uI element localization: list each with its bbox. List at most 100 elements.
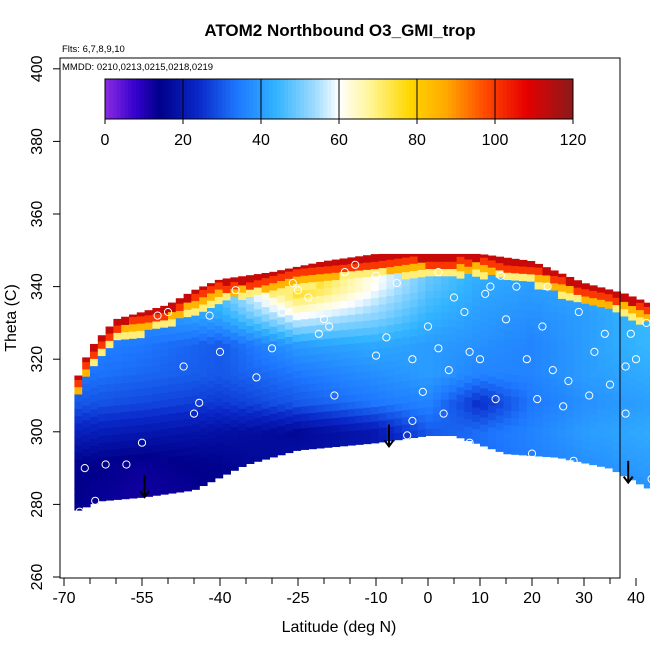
heatmap-cell	[339, 307, 348, 316]
heatmap-cell	[300, 304, 309, 312]
heatmap-cell	[261, 371, 270, 380]
heatmap-cell	[253, 395, 263, 404]
heatmap-cell	[542, 449, 551, 457]
colorbar-cell	[483, 79, 488, 119]
heatmap-cell	[316, 295, 325, 304]
heatmap-cell	[285, 292, 294, 301]
heatmap-cell	[214, 347, 224, 355]
heatmap-cell	[511, 272, 520, 281]
heatmap-cell	[511, 294, 520, 303]
heatmap-cell	[355, 262, 364, 271]
heatmap-cell	[324, 331, 333, 339]
heatmap-cell	[285, 401, 294, 410]
sample-point	[626, 329, 635, 338]
heatmap-cell	[191, 460, 200, 469]
heatmap-cell	[589, 285, 598, 291]
heatmap-cell	[620, 337, 629, 346]
heatmap-cell	[643, 378, 650, 387]
heatmap-cell	[308, 281, 317, 290]
heatmap-cell	[324, 410, 333, 419]
heatmap-cell	[394, 301, 403, 310]
heatmap-cell	[277, 331, 286, 340]
heatmap-cell	[222, 328, 231, 337]
heatmap-cell	[191, 300, 200, 309]
heatmap-cell	[464, 302, 473, 311]
heatmap-cell	[495, 371, 504, 380]
heatmap-cell	[207, 459, 216, 468]
heatmap-cell	[331, 323, 341, 331]
heatmap-cell	[199, 332, 208, 341]
heatmap-cell	[253, 381, 263, 390]
colorbar-cell	[397, 79, 402, 119]
heatmap-cell	[448, 253, 458, 262]
heatmap-cell	[519, 360, 528, 369]
heatmap-cell	[363, 421, 372, 430]
heatmap-cell	[565, 299, 575, 308]
heatmap-cell	[292, 312, 302, 321]
heatmap-cell	[175, 339, 185, 348]
heatmap-cell	[230, 433, 239, 442]
heatmap-cell	[472, 377, 481, 386]
sample-point	[543, 282, 552, 291]
heatmap-cell	[409, 306, 419, 315]
heatmap-cell	[129, 374, 138, 383]
heatmap-cell	[277, 309, 286, 318]
heatmap-cell	[409, 408, 419, 417]
heatmap-cell	[121, 389, 130, 398]
heatmap-cell	[324, 294, 333, 303]
heatmap-cell	[425, 261, 434, 270]
heatmap-cell	[620, 330, 629, 339]
heatmap-cell	[175, 310, 185, 319]
heatmap-cell	[246, 296, 255, 305]
heatmap-cell	[534, 368, 543, 377]
heatmap-cell	[425, 355, 434, 364]
heatmap-cell	[402, 409, 411, 418]
sample-point	[278, 307, 287, 317]
heatmap-cell	[261, 451, 270, 460]
heatmap-cell	[285, 270, 294, 279]
heatmap-cell	[589, 297, 598, 306]
colorbar-cell	[249, 79, 254, 119]
heatmap-cell	[261, 422, 270, 431]
heatmap-cell	[363, 370, 372, 379]
heatmap-cell	[222, 336, 231, 344]
heatmap-cell	[643, 458, 650, 467]
heatmap-cell	[129, 314, 138, 318]
heatmap-cell	[487, 405, 497, 413]
heatmap-cell	[511, 388, 520, 397]
heatmap-cell	[558, 399, 567, 408]
heatmap-cell	[612, 333, 621, 342]
heatmap-cell	[394, 359, 403, 368]
heatmap-cell	[620, 395, 629, 404]
heatmap-cell	[246, 303, 255, 312]
heatmap-cell	[378, 369, 387, 378]
heatmap-cell	[604, 431, 614, 440]
heatmap-cell	[409, 328, 419, 337]
colorbar-cell	[553, 79, 558, 119]
heatmap-cell	[573, 280, 582, 288]
heatmap-cell	[378, 412, 387, 421]
heatmap-cell	[495, 364, 504, 373]
colorbar-cell	[409, 79, 414, 119]
heatmap-cell	[519, 411, 528, 420]
heatmap-cell	[628, 472, 637, 481]
heatmap-cell	[441, 282, 450, 291]
heatmap-cell	[550, 311, 559, 320]
heatmap-cell	[168, 485, 177, 494]
heatmap-cell	[581, 448, 590, 457]
heatmap-cell	[324, 287, 333, 296]
heatmap-cell	[308, 426, 317, 435]
x-tick-label: 20	[523, 590, 541, 607]
heatmap-cell	[581, 375, 590, 384]
heatmap-cell	[308, 263, 317, 268]
heatmap-cell	[643, 371, 650, 380]
sample-point	[371, 271, 381, 280]
heatmap-cell	[222, 430, 231, 439]
heatmap-cell	[628, 443, 637, 452]
heatmap-cell	[308, 274, 317, 283]
heatmap-cell	[152, 357, 161, 366]
heatmap-cell	[604, 460, 614, 469]
heatmap-cell	[129, 454, 138, 463]
heatmap-cell	[643, 415, 650, 424]
y-tick-label: 320	[29, 346, 46, 373]
